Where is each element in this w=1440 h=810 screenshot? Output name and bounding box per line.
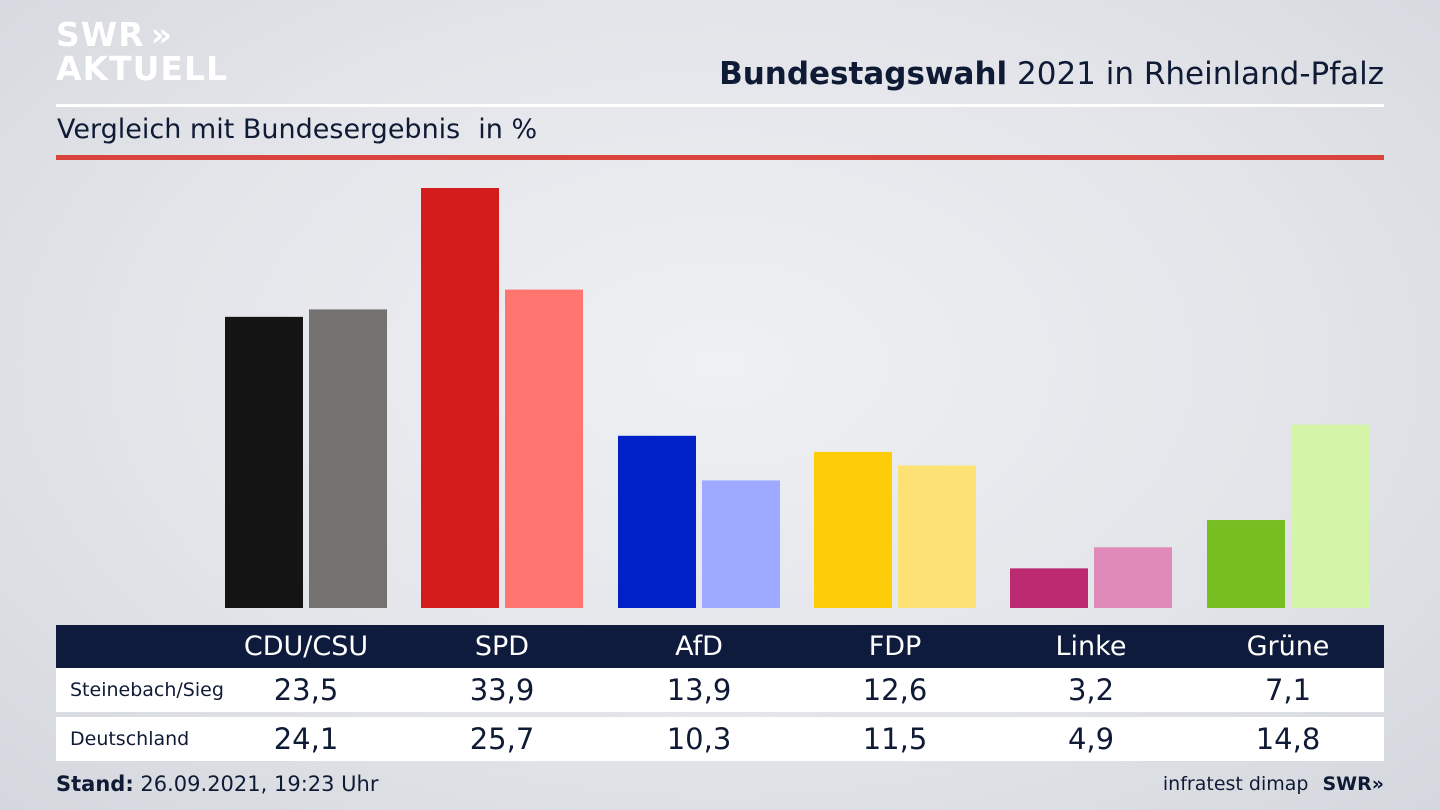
source-text: infratest dimap bbox=[1162, 773, 1309, 795]
stand-value: 26.09.2021, 19:23 Uhr bbox=[133, 772, 379, 796]
row-label: Deutschland bbox=[70, 728, 190, 750]
value-cell: 11,5 bbox=[862, 722, 928, 756]
value-cell: 12,6 bbox=[862, 673, 928, 707]
logo-aktuell: AKTUELL bbox=[56, 49, 229, 88]
bar-spd-local bbox=[421, 188, 499, 608]
value-cell: 33,9 bbox=[469, 673, 535, 707]
bar-cdu-csu-local bbox=[225, 316, 303, 608]
chart-title-bold: Bundestagswahl bbox=[719, 56, 1008, 92]
value-cell: 10,3 bbox=[666, 722, 732, 756]
logo-swr: SWR bbox=[56, 15, 145, 54]
subtitle-unit: in % bbox=[478, 114, 538, 145]
category-label: CDU/CSU bbox=[243, 631, 369, 662]
category-label: SPD bbox=[474, 631, 530, 662]
accent-divider bbox=[56, 155, 1384, 160]
bar-afd-national bbox=[702, 480, 780, 608]
source-credit: infratest dimap SWR» bbox=[1163, 773, 1384, 795]
value-cell: 4,9 bbox=[1067, 722, 1115, 756]
value-cell: 3,2 bbox=[1067, 673, 1115, 707]
category-label: FDP bbox=[868, 631, 922, 662]
bar-spd-national bbox=[505, 289, 583, 608]
logo-chevron-icon: » bbox=[150, 15, 173, 54]
table-row-local: Steinebach/Sieg 23,5 33,9 13,9 12,6 3,2 7,1 bbox=[56, 668, 1384, 712]
swr-aktuell-logo: SWR» AKTUELL bbox=[56, 18, 228, 86]
bar-linke-local bbox=[1010, 568, 1088, 608]
value-cell: 24,1 bbox=[273, 722, 339, 756]
bar-fdp-local bbox=[814, 451, 892, 608]
value-cell: 7,1 bbox=[1264, 673, 1312, 707]
value-cell: 14,8 bbox=[1255, 722, 1321, 756]
chart-title-rest: 2021 in Rheinland-Pfalz bbox=[1007, 56, 1384, 92]
category-label: Linke bbox=[1055, 631, 1127, 662]
table-header: CDU/CSU SPD AfD FDP Linke Grüne bbox=[56, 625, 1384, 668]
bar-chart bbox=[225, 188, 1369, 608]
category-label: AfD bbox=[675, 631, 723, 662]
timestamp: Stand: 26.09.2021, 19:23 Uhr bbox=[56, 772, 379, 796]
chart-title: Bundestagswahl 2021 in Rheinland-Pfalz bbox=[719, 56, 1384, 92]
bar-fdp-national bbox=[898, 465, 976, 608]
title-divider bbox=[56, 104, 1384, 107]
bar-afd-local bbox=[618, 435, 696, 608]
category-label: Grüne bbox=[1246, 631, 1330, 662]
value-cell: 13,9 bbox=[666, 673, 732, 707]
bar-linke-national bbox=[1094, 547, 1172, 608]
chart-subtitle: Vergleich mit Bundesergebnis in % bbox=[57, 114, 537, 145]
swr-brand-icon: SWR» bbox=[1322, 773, 1384, 795]
results-table: CDU/CSU SPD AfD FDP Linke Grüne Steinebach/Si… bbox=[56, 625, 1384, 761]
bar-grüne-national bbox=[1291, 424, 1369, 608]
subtitle-text: Vergleich mit Bundesergebnis bbox=[57, 114, 461, 145]
value-cell: 25,7 bbox=[469, 722, 535, 756]
bar-grüne-local bbox=[1207, 520, 1285, 608]
value-cell: 23,5 bbox=[273, 673, 339, 707]
stand-label: Stand: bbox=[56, 772, 134, 796]
table-row-national: Deutschland 24,1 25,7 10,3 11,5 4,9 14,8 bbox=[56, 717, 1384, 761]
row-label: Steinebach/Sieg bbox=[70, 679, 224, 701]
bar-cdu-csu-national bbox=[309, 309, 387, 608]
